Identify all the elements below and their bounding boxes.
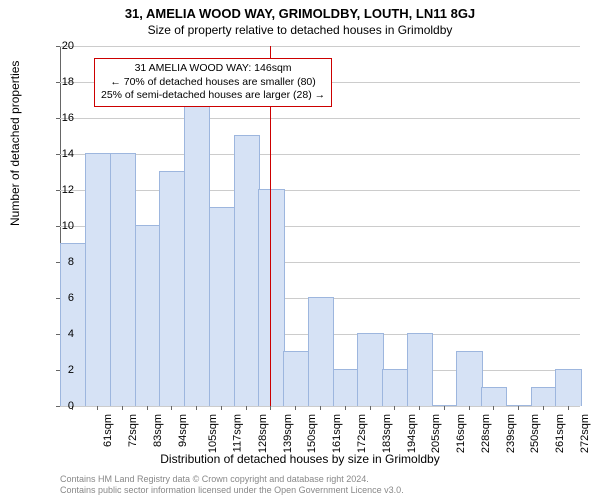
x-tick-label: 172sqm [356, 414, 368, 453]
gridline [60, 46, 580, 47]
footer-line1: Contains HM Land Registry data © Crown c… [60, 474, 404, 485]
bar [481, 387, 507, 406]
footer-line2: Contains public sector information licen… [60, 485, 404, 496]
x-tick-label: 183sqm [381, 414, 393, 453]
x-tick-mark [320, 406, 321, 410]
x-tick-label: 94sqm [177, 414, 189, 447]
plot: 31 AMELIA WOOD WAY: 146sqm← 70% of detac… [60, 46, 580, 406]
y-tick-label: 20 [62, 40, 74, 52]
x-tick-label: 261sqm [554, 414, 566, 453]
bar [159, 171, 185, 406]
y-tick-mark [56, 118, 60, 119]
x-tick-mark [419, 406, 420, 410]
x-tick-label: 128sqm [257, 414, 269, 453]
annotation-line2: ← 70% of detached houses are smaller (80… [101, 76, 325, 90]
x-tick-label: 272sqm [579, 414, 591, 453]
y-tick-mark [56, 46, 60, 47]
y-tick-label: 14 [62, 148, 74, 160]
x-tick-mark [196, 406, 197, 410]
x-tick-mark [171, 406, 172, 410]
x-tick-mark [246, 406, 247, 410]
bar [209, 207, 235, 406]
x-tick-label: 117sqm [232, 414, 244, 452]
bar [283, 351, 309, 406]
x-tick-mark [493, 406, 494, 410]
y-tick-label: 2 [68, 364, 74, 376]
chart-container: 31, AMELIA WOOD WAY, GRIMOLDBY, LOUTH, L… [0, 0, 600, 500]
y-tick-label: 0 [68, 400, 74, 412]
x-tick-label: 139sqm [282, 414, 294, 453]
bar [432, 405, 458, 406]
bar [258, 189, 284, 406]
y-tick-label: 16 [62, 112, 74, 124]
x-tick-label: 61sqm [102, 414, 114, 447]
x-tick-label: 194sqm [406, 414, 418, 453]
bar [184, 99, 210, 406]
x-tick-label: 228sqm [480, 414, 492, 453]
x-tick-mark [568, 406, 569, 410]
y-tick-label: 18 [62, 76, 74, 88]
bar [308, 297, 334, 406]
x-tick-label: 72sqm [127, 414, 139, 447]
chart-title-sub: Size of property relative to detached ho… [0, 21, 600, 37]
y-tick-label: 6 [68, 292, 74, 304]
bar [357, 333, 383, 406]
y-tick-mark [56, 82, 60, 83]
bar [333, 369, 359, 406]
y-tick-mark [56, 226, 60, 227]
bar [456, 351, 482, 406]
y-tick-label: 12 [62, 184, 74, 196]
x-tick-label: 83sqm [152, 414, 164, 447]
y-tick-mark [56, 406, 60, 407]
bar [234, 135, 260, 406]
x-tick-mark [221, 406, 222, 410]
x-tick-mark [270, 406, 271, 410]
annotation-line3: 25% of semi-detached houses are larger (… [101, 89, 325, 103]
x-tick-label: 161sqm [331, 414, 343, 453]
y-tick-mark [56, 154, 60, 155]
gridline [60, 118, 580, 119]
x-tick-label: 205sqm [430, 414, 442, 453]
x-tick-label: 250sqm [529, 414, 541, 453]
y-tick-label: 4 [68, 328, 74, 340]
x-tick-label: 239sqm [505, 414, 517, 453]
bar [382, 369, 408, 406]
y-axis-label: Number of detached properties [8, 61, 22, 226]
y-tick-label: 8 [68, 256, 74, 268]
chart-plot-area: 31 AMELIA WOOD WAY: 146sqm← 70% of detac… [60, 46, 580, 406]
bar [555, 369, 581, 406]
bar [85, 153, 111, 406]
x-tick-mark [370, 406, 371, 410]
x-tick-label: 150sqm [307, 414, 319, 453]
bar [407, 333, 433, 406]
y-tick-mark [56, 190, 60, 191]
x-tick-mark [97, 406, 98, 410]
x-tick-label: 105sqm [208, 414, 220, 453]
chart-title-main: 31, AMELIA WOOD WAY, GRIMOLDBY, LOUTH, L… [0, 0, 600, 21]
x-tick-mark [543, 406, 544, 410]
bar [110, 153, 136, 406]
annotation-line1: 31 AMELIA WOOD WAY: 146sqm [101, 62, 325, 76]
gridline [60, 154, 580, 155]
x-tick-mark [295, 406, 296, 410]
footer-attribution: Contains HM Land Registry data © Crown c… [60, 474, 404, 497]
x-tick-mark [345, 406, 346, 410]
y-tick-label: 10 [62, 220, 74, 232]
bar [135, 225, 161, 406]
x-tick-mark [394, 406, 395, 410]
x-tick-mark [147, 406, 148, 410]
x-tick-mark [122, 406, 123, 410]
x-axis-label: Distribution of detached houses by size … [0, 452, 600, 466]
annotation-box: 31 AMELIA WOOD WAY: 146sqm← 70% of detac… [94, 58, 332, 107]
x-tick-mark [518, 406, 519, 410]
x-tick-mark [469, 406, 470, 410]
bar [531, 387, 557, 406]
x-tick-label: 216sqm [455, 414, 467, 453]
x-tick-mark [444, 406, 445, 410]
gridline [60, 190, 580, 191]
